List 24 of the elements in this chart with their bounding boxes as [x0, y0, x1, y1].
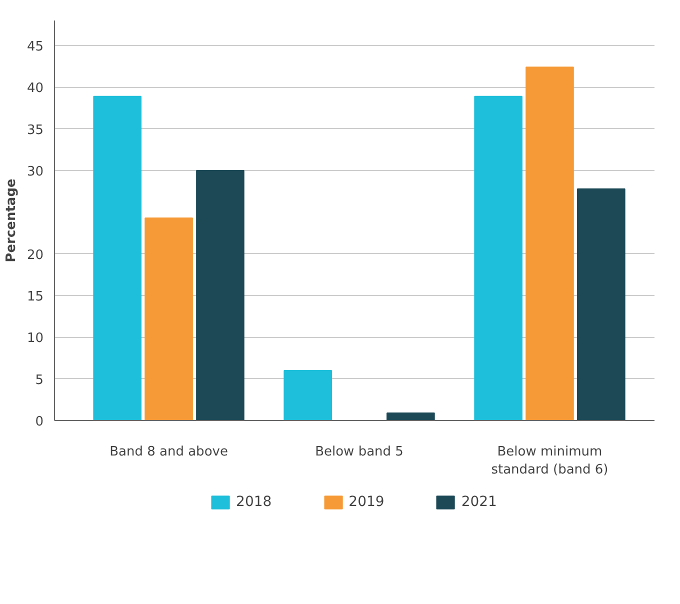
y-tick-label: 5 [35, 372, 44, 388]
x-tick-label: Band 8 and above [110, 444, 228, 460]
bar [386, 412, 435, 420]
bar [196, 170, 244, 420]
y-tick-label: 40 [26, 81, 44, 96]
y-tick-label: 15 [26, 290, 44, 304]
y-tick-label: 30 [26, 164, 44, 180]
bar [474, 96, 522, 420]
y-tick-label: 20 [26, 248, 44, 263]
bar [93, 96, 142, 420]
y-tick-label: 0 [35, 414, 44, 430]
y-tick-label: 45 [26, 40, 44, 54]
x-tick-label: Below minimum standard (band 6) [491, 444, 608, 478]
y-axis-title: Percentage [4, 178, 19, 262]
bar [526, 66, 574, 420]
y-tick-label: 35 [26, 122, 44, 138]
bar [577, 188, 626, 420]
bar [144, 218, 193, 420]
legend-label: 2021 [461, 494, 497, 510]
legend-label: 2019 [348, 494, 384, 510]
legend-label: 2018 [236, 494, 272, 510]
bar [284, 370, 332, 420]
x-tick-label: Below band 5 [315, 444, 404, 460]
y-tick-label: 10 [26, 331, 44, 346]
